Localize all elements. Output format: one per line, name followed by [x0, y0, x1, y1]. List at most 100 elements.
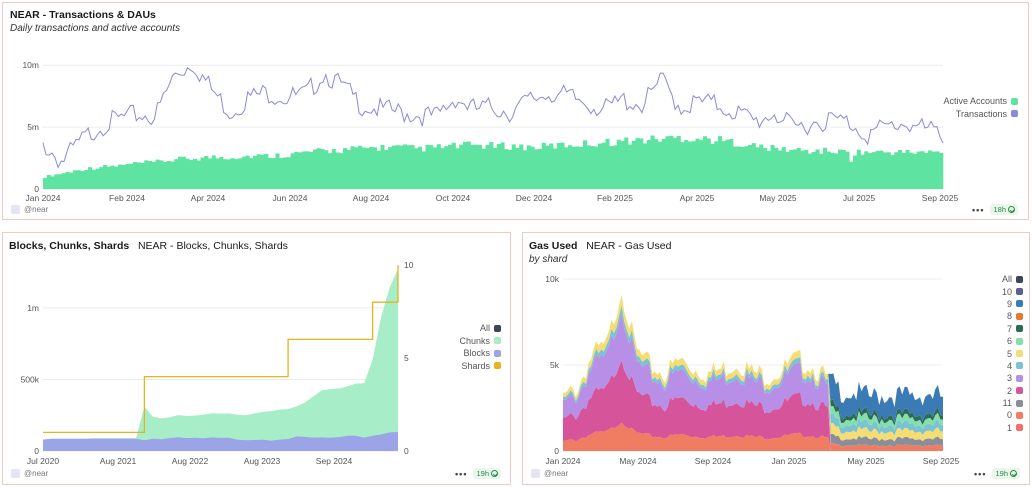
legend-shard-9[interactable]: 9: [1002, 298, 1023, 310]
author-tag[interactable]: @near: [11, 469, 48, 478]
active-accounts-bar: [181, 156, 186, 189]
active-accounts-bar: [515, 147, 520, 189]
active-accounts-bar: [91, 169, 96, 189]
active-accounts-bar: [136, 162, 141, 189]
gas-card: Gas Used NEAR - Gas Used by shard 10k 5k 0…: [522, 232, 1030, 485]
active-accounts-bar: [481, 148, 486, 189]
legend-shard-11[interactable]: 11: [1002, 397, 1023, 409]
legend-shard-6[interactable]: 6: [1002, 335, 1023, 347]
legend-shard-10[interactable]: 10: [1002, 285, 1023, 297]
active-accounts-bar: [639, 138, 644, 189]
active-accounts-bar: [729, 139, 734, 189]
y-tick-label: 5k: [550, 360, 560, 370]
active-accounts-bar: [121, 164, 126, 189]
active-accounts-bar: [88, 167, 93, 189]
legend-shard-8[interactable]: 8: [1002, 310, 1023, 322]
active-accounts-bar: [241, 156, 246, 189]
tx-dau-card: NEAR - Transactions & DAUs Daily transac…: [2, 2, 1029, 220]
active-accounts-bar: [575, 146, 580, 189]
active-accounts-bar: [808, 153, 813, 189]
active-accounts-bar: [118, 164, 123, 189]
x-tick-label: Apr 2024: [191, 193, 226, 203]
x-tick-label: Jan 2025: [772, 456, 807, 466]
legend-label: 6: [1006, 336, 1012, 347]
active-accounts-bar: [309, 151, 314, 189]
legend-swatch: [1016, 362, 1023, 370]
more-options-icon[interactable]: •••: [972, 204, 985, 215]
active-accounts-bar: [800, 150, 805, 189]
active-accounts-bar: [361, 147, 366, 189]
active-accounts-bar: [500, 142, 505, 189]
active-accounts-bar: [436, 144, 441, 189]
legend-active-accounts[interactable]: Active Accounts: [943, 95, 1018, 108]
active-accounts-bar: [294, 151, 299, 189]
legend-label: 10: [1001, 286, 1012, 297]
author-tag[interactable]: @near: [531, 469, 568, 478]
legend-shard-5[interactable]: 5: [1002, 347, 1023, 359]
active-accounts-bar: [320, 149, 325, 189]
active-accounts-bar: [928, 150, 933, 189]
x-tick-label: Feb 2024: [109, 193, 145, 203]
legend-label: 7: [1006, 323, 1012, 334]
x-tick-label: May 2025: [847, 456, 885, 466]
active-accounts-bar: [489, 142, 494, 189]
x-tick-label: May 2024: [619, 456, 657, 466]
freshness-badge[interactable]: 19h: [992, 468, 1020, 479]
legend-all[interactable]: All: [459, 322, 501, 335]
active-accounts-bar: [646, 140, 651, 189]
legend-swatch: [1016, 337, 1023, 345]
legend-shard-3[interactable]: 3: [1002, 372, 1023, 384]
active-accounts-bar: [159, 160, 164, 189]
active-accounts-bar: [691, 141, 696, 189]
active-accounts-bar: [523, 150, 528, 189]
active-accounts-bar: [774, 147, 779, 189]
active-accounts-bar: [470, 144, 475, 189]
active-accounts-bar: [260, 154, 265, 189]
x-tick-label: Oct 2024: [436, 193, 471, 203]
active-accounts-bar: [759, 144, 764, 189]
legend-label: 2: [1006, 385, 1012, 396]
active-accounts-bar: [373, 147, 378, 189]
active-accounts-bar: [804, 149, 809, 189]
active-accounts-bar: [463, 141, 468, 189]
legend-transactions[interactable]: Transactions: [943, 108, 1018, 121]
active-accounts-bar: [414, 148, 419, 189]
active-accounts-bar: [748, 144, 753, 189]
legend-shard-4[interactable]: 4: [1002, 360, 1023, 372]
legend-blocks[interactable]: Blocks: [459, 347, 501, 360]
active-accounts-bar: [466, 141, 471, 189]
active-accounts-bar: [196, 160, 201, 189]
active-accounts-bar: [256, 154, 261, 189]
freshness-badge[interactable]: 19h: [473, 468, 501, 479]
active-accounts-bar: [601, 142, 606, 189]
gas-shard-area: [563, 422, 943, 451]
active-accounts-bar: [725, 139, 730, 189]
legend-shard-2[interactable]: 2: [1002, 385, 1023, 397]
more-options-icon[interactable]: •••: [455, 468, 468, 479]
card-footer: ••• 18h: [972, 204, 1018, 215]
legend-shard-0[interactable]: 0: [1002, 409, 1023, 421]
legend-chunks[interactable]: Chunks: [459, 335, 501, 348]
active-accounts-bar: [114, 166, 119, 189]
legend-shards[interactable]: Shards: [459, 360, 501, 373]
author-tag[interactable]: @near: [11, 205, 48, 214]
active-accounts-bar: [245, 155, 250, 189]
active-accounts-bar: [425, 144, 430, 189]
more-options-icon[interactable]: •••: [974, 468, 987, 479]
active-accounts-bar: [714, 141, 719, 189]
legend-shard-1[interactable]: 1: [1002, 422, 1023, 434]
active-accounts-bar: [676, 135, 681, 189]
active-accounts-bar: [170, 161, 175, 189]
y-right-tick-label: 10: [404, 260, 414, 270]
x-tick-label: Sep 2024: [316, 456, 353, 466]
active-accounts-bar: [459, 144, 464, 189]
freshness-badge[interactable]: 18h: [990, 204, 1018, 215]
gas-shard-area: [563, 294, 943, 451]
active-accounts-bar: [448, 144, 453, 189]
gas-legend: All 10 9 8 7 6 5 4 3 2 11 0 1: [1002, 273, 1023, 434]
legend-shard-all[interactable]: All: [1002, 273, 1023, 285]
legend-swatch: [1016, 424, 1023, 432]
legend-shard-7[interactable]: 7: [1002, 323, 1023, 335]
